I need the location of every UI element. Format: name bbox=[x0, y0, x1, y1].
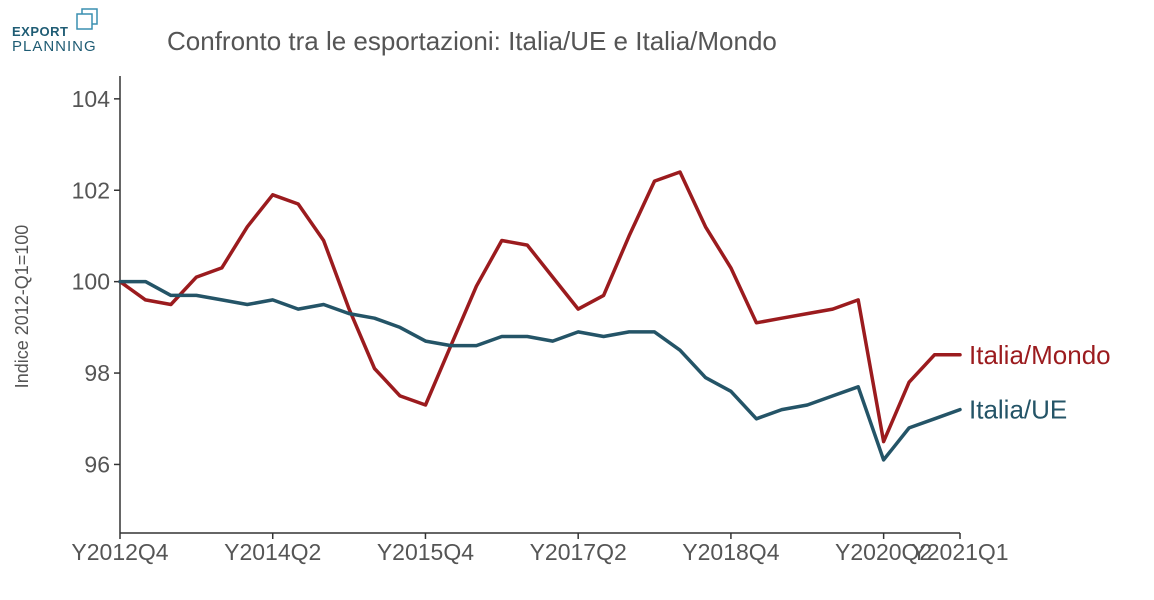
x-tick-label: Y2020Q2 bbox=[835, 539, 932, 565]
axes: 96 98 100 102 104 Y2012Q4 Y2014Q2 Y2015Q4 Y2017Q… bbox=[12, 76, 1009, 565]
x-tick-label: Y2012Q4 bbox=[71, 539, 168, 565]
series-line-italia-mondo bbox=[118, 170, 962, 444]
y-axis-label: Indice 2012-Q1=100 bbox=[12, 225, 32, 389]
chart-title: Confronto tra le esportazioni: Italia/UE… bbox=[167, 26, 777, 56]
logo-text-export: EXPORT bbox=[12, 24, 69, 39]
series-label: Italia/Mondo bbox=[969, 340, 1111, 370]
y-tick-label: 98 bbox=[84, 360, 110, 386]
x-tick-label: Y2014Q2 bbox=[224, 539, 321, 565]
logo-mark-icon bbox=[76, 8, 98, 30]
logo-text-planning: PLANNING bbox=[12, 38, 97, 55]
series-label: Italia/UE bbox=[969, 395, 1067, 425]
logo: EXPORT PLANNING bbox=[10, 6, 110, 56]
x-tick-label: Y2018Q4 bbox=[682, 539, 779, 565]
x-tick-label: Y2021Q1 bbox=[911, 539, 1008, 565]
labels-group: Italia/Mondo Italia/UE bbox=[969, 340, 1111, 425]
y-tick-label: 104 bbox=[72, 86, 111, 112]
x-tick-label: Y2015Q4 bbox=[377, 539, 474, 565]
y-tick-label: 96 bbox=[84, 451, 110, 477]
y-tick-label: 100 bbox=[72, 269, 110, 295]
series-group bbox=[118, 170, 962, 462]
y-tick-label: 102 bbox=[72, 177, 110, 203]
x-tick-label: Y2017Q2 bbox=[530, 539, 627, 565]
series-line-italia-ue bbox=[118, 279, 962, 462]
